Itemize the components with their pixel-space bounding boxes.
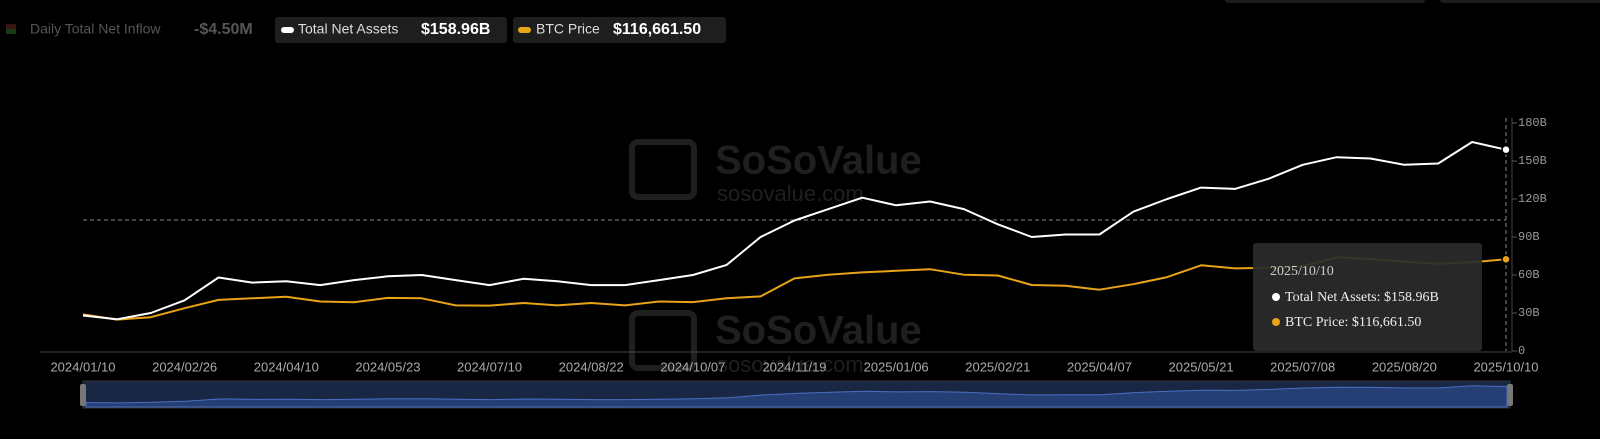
x-tick-label: 2024/01/10	[50, 359, 115, 374]
watermark-brand: SoSoValue	[715, 139, 922, 183]
navigator-series	[85, 385, 1508, 408]
legend-icon	[281, 27, 294, 33]
legend-name: Total Net Assets	[298, 21, 398, 37]
y-tick-label: 120B	[1518, 192, 1547, 206]
legend-icon	[6, 29, 16, 34]
end-point	[1501, 144, 1511, 155]
watermark-logo	[629, 310, 697, 371]
y-tick-label: 150B	[1518, 154, 1547, 168]
watermark-logo	[629, 139, 697, 200]
watermark-url: sosovalue.com	[717, 352, 864, 377]
watermark-url: sosovalue.com	[717, 181, 864, 206]
toolbar-button[interactable]	[1440, 0, 1600, 3]
tooltip-date: 2025/10/10	[1270, 264, 1334, 279]
navigator-handle[interactable]	[1507, 384, 1513, 406]
legend-icon	[518, 27, 531, 33]
x-tick-label: 2024/08/22	[559, 359, 624, 374]
legend-item[interactable]	[275, 17, 507, 43]
x-tick-label: 2025/05/21	[1169, 359, 1234, 374]
y-tick-label: 90B	[1518, 230, 1540, 244]
x-tick-label: 2025/10/10	[1473, 359, 1538, 374]
legend-item[interactable]	[513, 17, 726, 43]
end-point	[1501, 254, 1511, 265]
navigator-area	[85, 385, 1508, 408]
y-tick-label: 180B	[1518, 116, 1547, 130]
series-line	[82, 141, 1507, 321]
y-tick-label: 0	[1518, 344, 1525, 358]
legend-value: -$4.50M	[194, 21, 253, 38]
tooltip-item: Total Net Assets: $158.96B	[1285, 290, 1439, 305]
tooltip-dot	[1272, 318, 1280, 326]
tooltip-item: BTC Price: $116,661.50	[1285, 315, 1421, 330]
watermark: SoSoValue sosovalue.com SoSoValue sosova…	[629, 139, 922, 377]
legend-name[interactable]: Daily Total Net Inflow	[30, 21, 161, 37]
x-tick-label: 2024/11/19	[762, 359, 826, 374]
navigator-handle[interactable]	[80, 384, 86, 406]
tooltip-box	[1253, 243, 1482, 351]
x-tick-label: 2025/04/07	[1067, 359, 1132, 374]
y-tick-label: 60B	[1518, 268, 1540, 282]
x-tick-label: 2025/02/21	[965, 359, 1030, 374]
legend-value: $158.96B	[421, 21, 490, 38]
x-tick-label: 2024/04/10	[254, 359, 319, 374]
x-tick-label: 2024/05/23	[355, 359, 420, 374]
x-tick-label: 2025/08/20	[1372, 359, 1437, 374]
tooltip: 2025/10/10 Total Net Assets: $158.96B BT…	[1253, 243, 1482, 351]
legend-value: $116,661.50	[613, 21, 701, 38]
tooltip-dot	[1272, 293, 1280, 301]
y-tick-label: 30B	[1518, 306, 1540, 320]
x-tick-label: 2024/02/26	[152, 359, 217, 374]
watermark-brand: SoSoValue	[715, 309, 922, 353]
legend-name: BTC Price	[536, 21, 600, 37]
x-tick-label: 2024/10/07	[660, 359, 725, 374]
x-tick-label: 2025/01/06	[864, 359, 929, 374]
toolbar-button[interactable]	[1225, 0, 1425, 3]
x-tick-label: 2024/07/10	[457, 359, 522, 374]
x-tick-label: 2025/07/08	[1270, 359, 1335, 374]
legend: Daily Total Net Inflow -$4.50M Total Net…	[6, 17, 726, 43]
